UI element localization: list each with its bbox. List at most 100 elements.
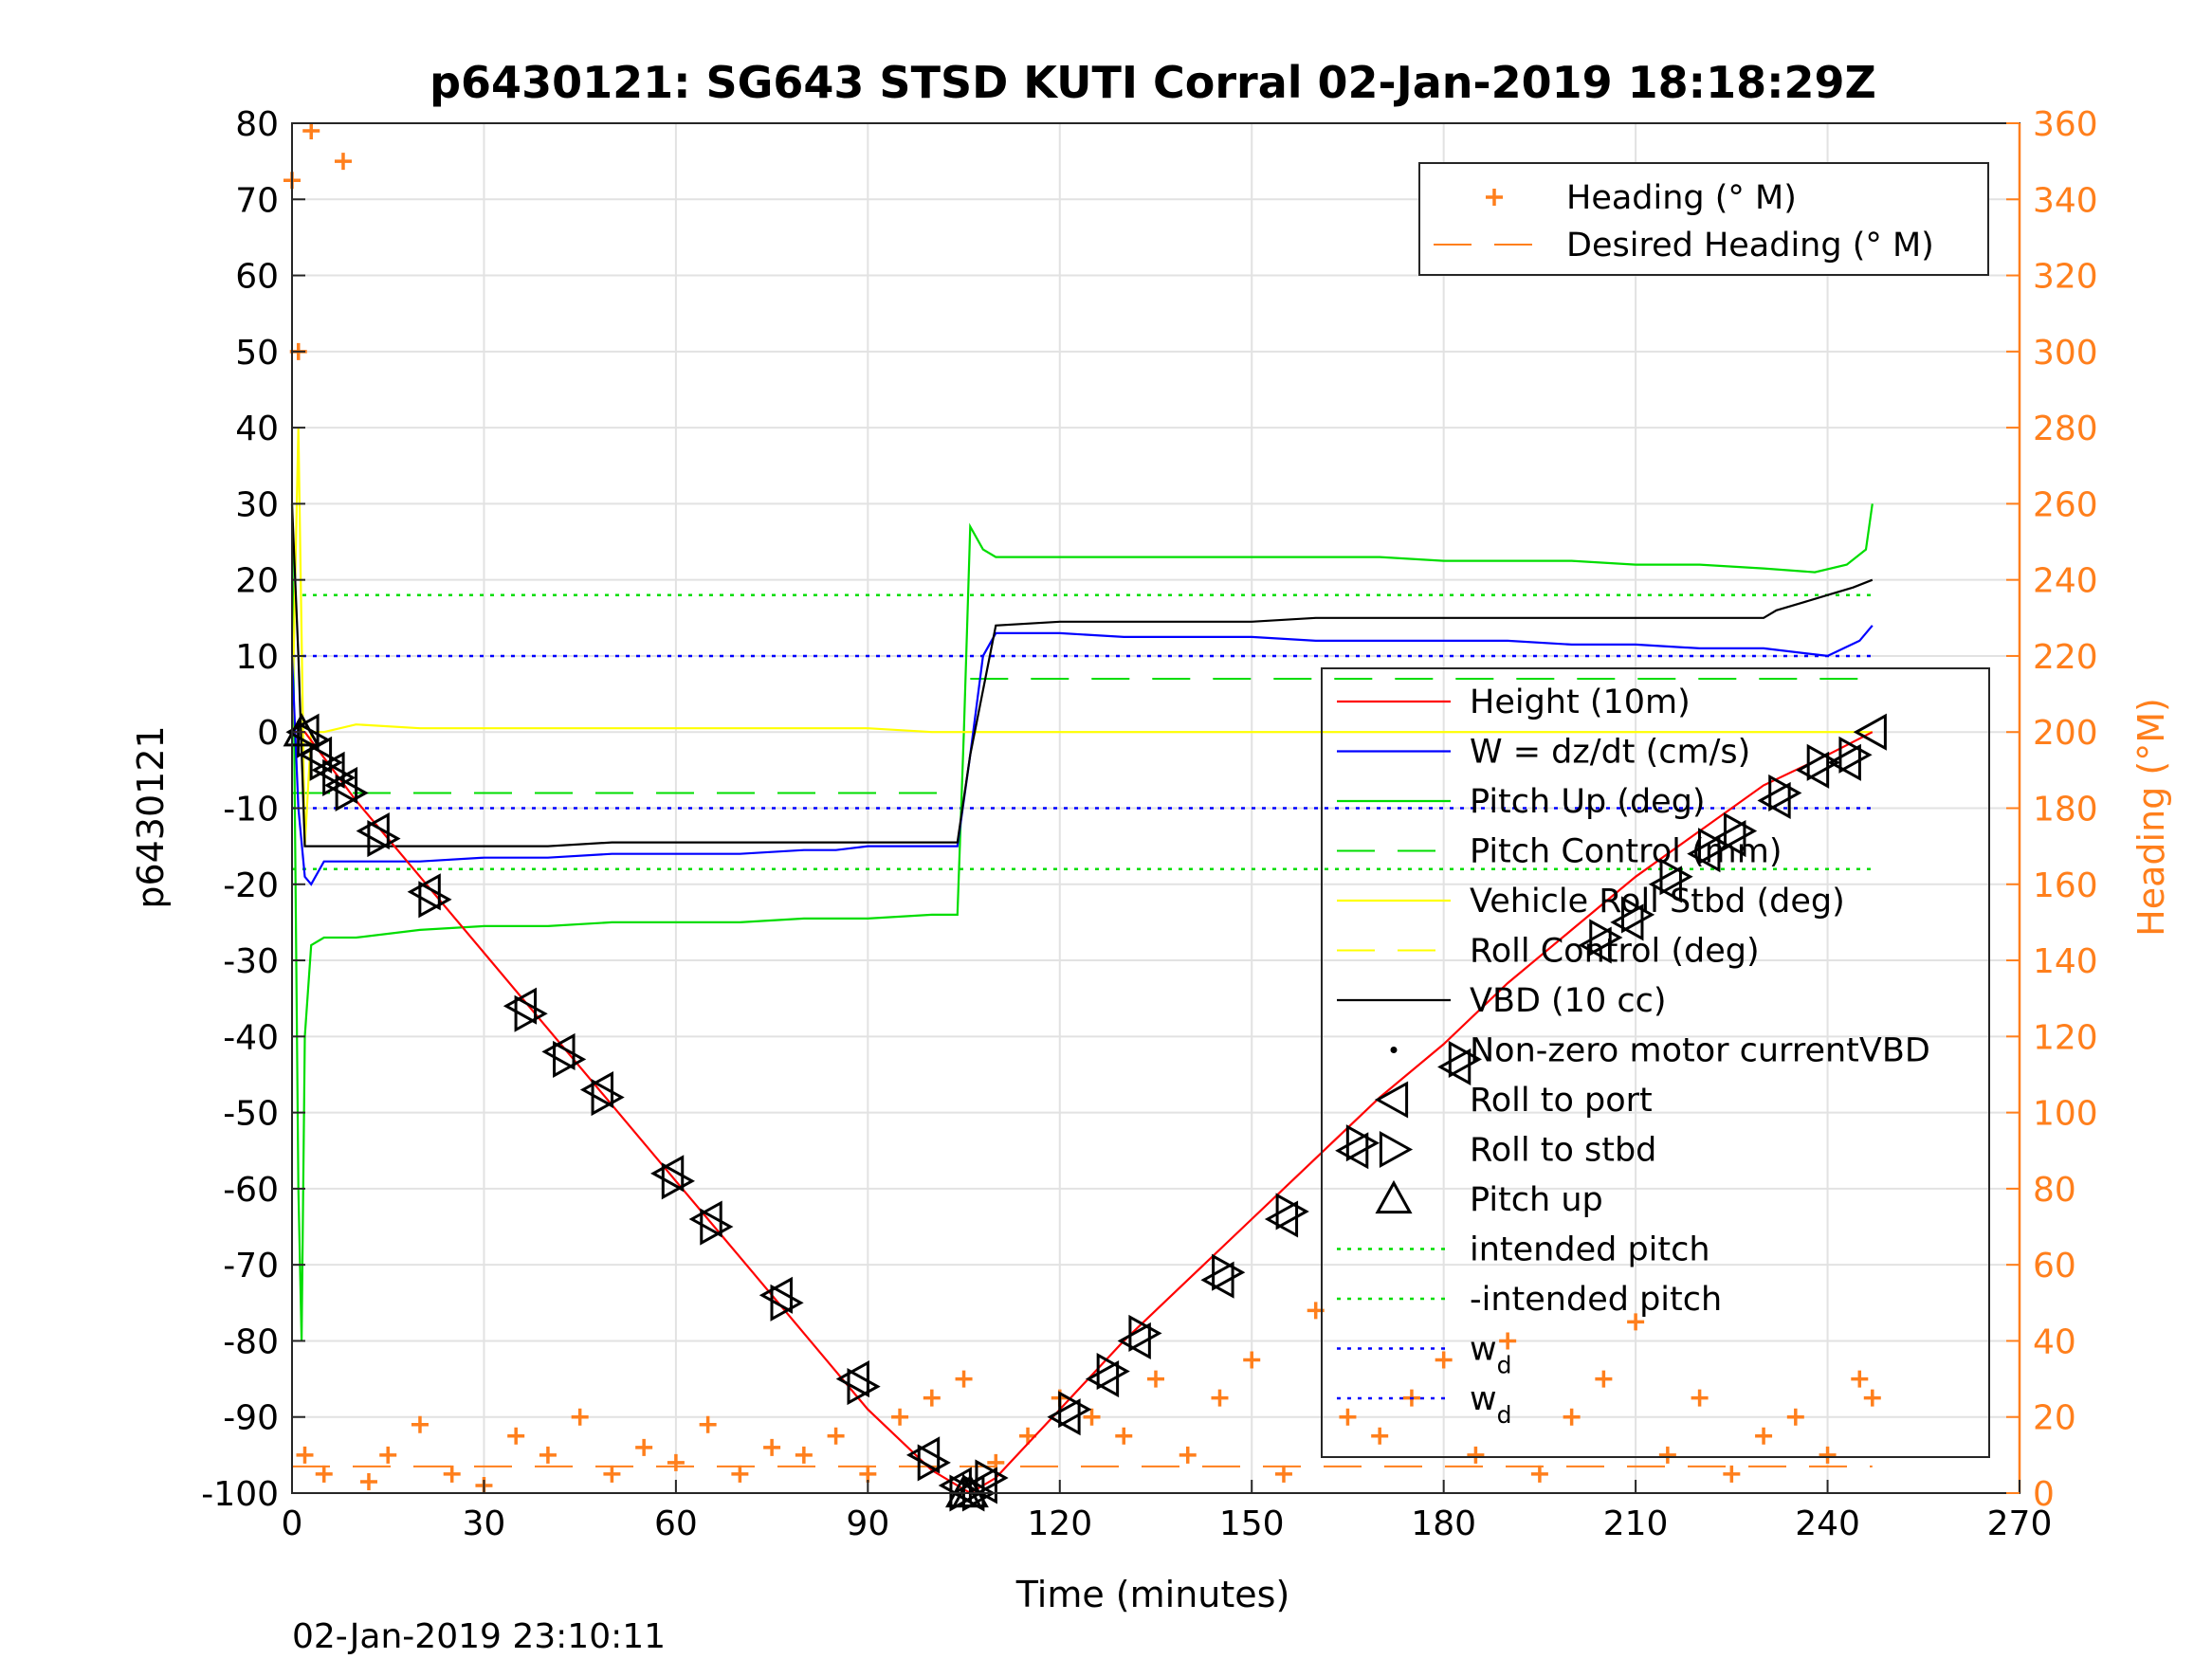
y2-tick-label: 160 bbox=[2033, 866, 2098, 905]
legend-subscript: d bbox=[1497, 1352, 1512, 1379]
legend-top-label: Desired Heading (° M) bbox=[1566, 227, 1934, 264]
tri-left-marker bbox=[323, 766, 358, 804]
y-tick-label: 70 bbox=[235, 181, 279, 220]
tri-right-marker bbox=[847, 1368, 881, 1406]
heading-point bbox=[667, 1453, 685, 1471]
heading-point bbox=[1083, 1408, 1101, 1426]
tri-left-marker bbox=[1047, 1398, 1081, 1436]
y2-tick-label: 100 bbox=[2033, 1095, 2098, 1134]
heading-point bbox=[827, 1427, 845, 1445]
tri-right-marker bbox=[1697, 828, 1732, 866]
tri-left-marker bbox=[650, 1155, 685, 1193]
heading-point bbox=[1658, 1446, 1676, 1464]
heading-point bbox=[1723, 1465, 1741, 1483]
legend-main-label: Height (10m) bbox=[1470, 684, 1691, 721]
legend-main-label: Pitch Control (mm) bbox=[1470, 833, 1782, 871]
x-tick-label: 180 bbox=[1411, 1504, 1476, 1543]
legend-top-label: Heading (° M) bbox=[1566, 179, 1797, 217]
tri-right-marker bbox=[1768, 774, 1802, 811]
x-tick-label: 60 bbox=[654, 1504, 698, 1543]
y-tick-label: 80 bbox=[235, 105, 279, 144]
legend-main-label: Non-zero motor currentVBD bbox=[1470, 1032, 1930, 1070]
tri-right-marker bbox=[553, 1040, 587, 1078]
series-line bbox=[290, 503, 1874, 1341]
tri-right-marker bbox=[1723, 812, 1758, 850]
legend-main: Height (10m) W = dz/dt (cm/s) Pitch Up (de… bbox=[1321, 667, 1990, 1458]
heading-point bbox=[334, 153, 352, 171]
y2-tick-label: 280 bbox=[2033, 410, 2098, 448]
legend-heading-icon bbox=[1486, 189, 1503, 206]
legend-main-label: -intended pitch bbox=[1470, 1281, 1722, 1319]
tri-left-marker bbox=[1648, 866, 1682, 903]
heading-point bbox=[731, 1465, 749, 1483]
heading-point bbox=[635, 1438, 653, 1456]
tri-left-marker bbox=[1795, 751, 1830, 789]
tri-right-marker bbox=[1275, 1193, 1309, 1231]
y2-tick-label: 40 bbox=[2033, 1322, 2076, 1361]
tri-left-marker bbox=[407, 873, 441, 911]
heading-point bbox=[1147, 1370, 1164, 1388]
heading-point bbox=[1563, 1408, 1581, 1426]
legend-icon-tri-up bbox=[1375, 1179, 1413, 1214]
axes: 0 30 60 90 120 150 180 210 240 270 80 70 60 50 40 30 20 1… bbox=[201, 105, 2097, 1543]
x-tick-label: 270 bbox=[1987, 1504, 2053, 1543]
tri-right-marker bbox=[661, 1162, 695, 1200]
y-tick-label: 20 bbox=[235, 562, 279, 601]
legend-main-label: Roll to port bbox=[1470, 1082, 1653, 1120]
y-tick-label: 0 bbox=[257, 714, 279, 753]
heading-point bbox=[923, 1389, 941, 1407]
y-tick-label: -60 bbox=[223, 1171, 279, 1210]
y-tick-label: -90 bbox=[223, 1399, 279, 1438]
tri-left-marker bbox=[541, 1032, 576, 1070]
heading-point bbox=[302, 122, 320, 140]
tri-right-marker bbox=[367, 820, 401, 858]
legend-main-box bbox=[1321, 667, 1990, 1458]
legend-main-label: W = dz/dt (cm/s) bbox=[1470, 734, 1750, 772]
tri-left-marker bbox=[1085, 1360, 1120, 1398]
y2-tick-label: 220 bbox=[2033, 638, 2098, 677]
tri-right-marker bbox=[917, 1444, 951, 1482]
y2-tick-label: 120 bbox=[2033, 1018, 2098, 1057]
tri-left-marker bbox=[905, 1436, 941, 1474]
tri-right-marker bbox=[335, 774, 369, 811]
y-tick-label: 30 bbox=[235, 485, 279, 524]
heading-point bbox=[1339, 1408, 1357, 1426]
y2-tick-label: 140 bbox=[2033, 942, 2098, 981]
legend-main-label: Pitch Up (deg) bbox=[1470, 783, 1706, 821]
x-tick-label: 30 bbox=[463, 1504, 506, 1543]
tri-up-marker bbox=[283, 713, 320, 747]
tri-left-marker bbox=[835, 1360, 869, 1398]
legend-main-label: Roll Control (deg) bbox=[1470, 933, 1760, 971]
tri-right-marker bbox=[1589, 919, 1623, 957]
y-tick-label: 40 bbox=[235, 410, 279, 448]
y2-tick-label: 80 bbox=[2033, 1171, 2076, 1210]
heading-point bbox=[1179, 1446, 1197, 1464]
heading-point bbox=[539, 1446, 557, 1464]
tri-right-marker bbox=[322, 758, 356, 796]
tri-left-marker bbox=[1610, 903, 1644, 941]
heading-point bbox=[1530, 1465, 1548, 1483]
y2-tick-label: 360 bbox=[2033, 105, 2098, 144]
legend-icon-tri-left bbox=[1374, 1081, 1409, 1119]
tri-right-marker bbox=[418, 881, 452, 919]
tri-right-marker bbox=[1806, 743, 1840, 781]
y-tick-label: -40 bbox=[223, 1018, 279, 1057]
tri-right-marker bbox=[1096, 1353, 1130, 1391]
tri-left-marker bbox=[1200, 1261, 1234, 1299]
y2-tick-label: 240 bbox=[2033, 562, 2098, 601]
heading-point bbox=[315, 1465, 333, 1483]
x-tick-label: 210 bbox=[1603, 1504, 1669, 1543]
heading-point bbox=[1435, 1351, 1453, 1369]
y2-tick-label: 20 bbox=[2033, 1399, 2076, 1438]
heading-point bbox=[379, 1446, 397, 1464]
heading-point bbox=[411, 1415, 429, 1433]
tri-right-marker bbox=[975, 1459, 1009, 1497]
y2-tick-label: 60 bbox=[2033, 1247, 2076, 1285]
y2-tick-label: 200 bbox=[2033, 714, 2098, 753]
legend-icon-tri-right bbox=[1379, 1130, 1414, 1169]
heading-point bbox=[1786, 1408, 1804, 1426]
heading-point bbox=[891, 1408, 909, 1426]
heading-point bbox=[1819, 1446, 1837, 1464]
series-line bbox=[290, 428, 1873, 847]
tri-right-marker bbox=[700, 1208, 734, 1246]
